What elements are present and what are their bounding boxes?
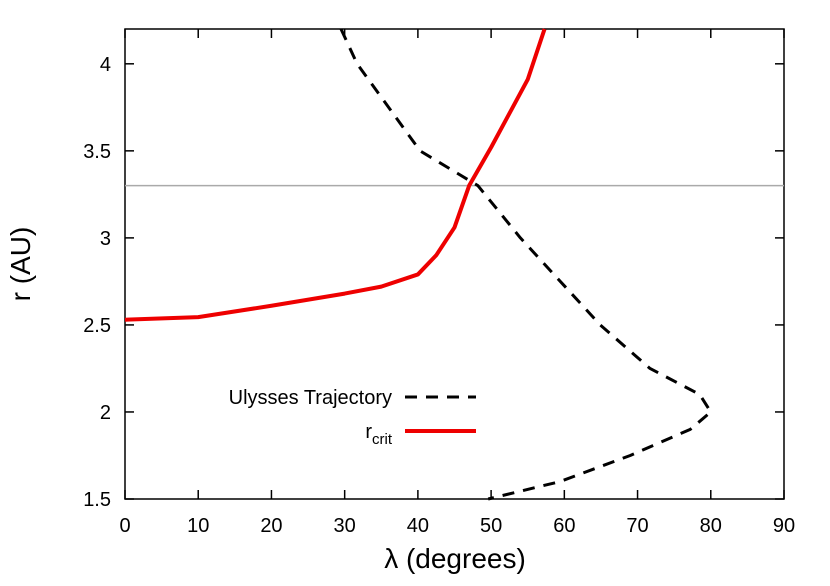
data-line	[124, 28, 547, 322]
y-tick-label: 2	[100, 402, 111, 424]
y-tick-label: 3	[100, 228, 111, 250]
y-tick-label: 1.5	[83, 489, 111, 511]
x-tick-label: 50	[480, 515, 502, 537]
y-axis-label: r (AU)	[5, 227, 36, 302]
x-tick-label: 80	[700, 515, 722, 537]
x-tick-label: 60	[553, 515, 575, 537]
legend-label: Ulysses Trajectory	[229, 387, 392, 409]
y-tick-label: 2.5	[83, 315, 111, 337]
legend-label-text: r	[365, 421, 372, 443]
legend-label: rcrit	[365, 421, 392, 448]
x-tick-label: 90	[773, 515, 795, 537]
legend-label-text: Ulysses Trajectory	[229, 387, 392, 409]
x-tick-label: 20	[260, 515, 282, 537]
y-tick-label: 3.5	[83, 141, 111, 163]
x-tick-label: 40	[407, 515, 429, 537]
y-tick-label: 4	[100, 54, 111, 76]
x-tick-label: 30	[334, 515, 356, 537]
x-tick-label: 70	[626, 515, 648, 537]
x-axis-label: λ (degrees)	[384, 543, 526, 574]
x-tick-label: 0	[119, 515, 130, 537]
plot-frame	[124, 28, 785, 500]
x-tick-label: 10	[187, 515, 209, 537]
data-line	[339, 28, 713, 501]
legend-label-subscript: crit	[372, 431, 393, 448]
